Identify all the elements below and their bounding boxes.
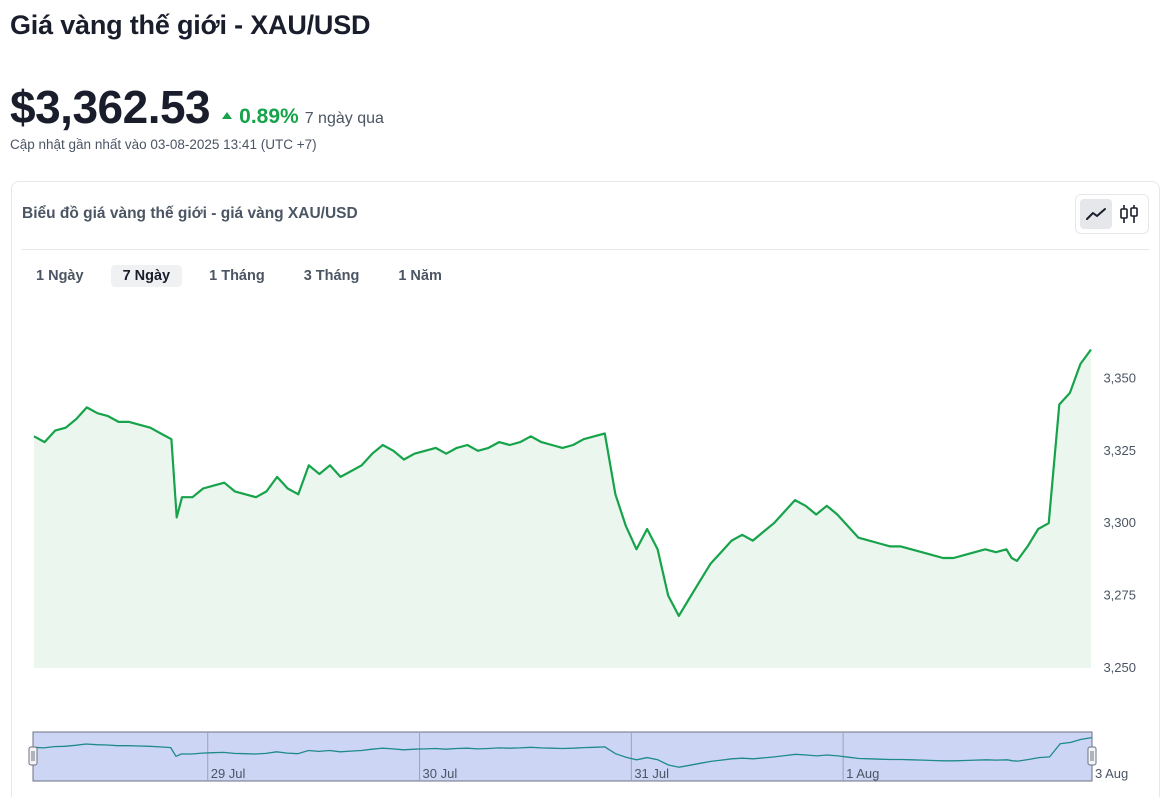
range-1-year[interactable]: 1 Năm <box>398 268 442 284</box>
candlestick-view-button[interactable] <box>1113 199 1145 229</box>
price-change: 0.89% <box>222 105 299 129</box>
y-tick-label: 3,275 <box>1103 588 1136 603</box>
price-summary: $3,362.53 0.89% 7 ngày qua <box>10 80 384 134</box>
caret-up-icon <box>222 112 233 119</box>
navigator-date-label: 29 Jul <box>211 766 246 781</box>
y-tick-label: 3,300 <box>1103 515 1136 530</box>
chart-view-toggle <box>1075 194 1149 234</box>
price-area <box>34 349 1091 668</box>
navigator-left-handle[interactable] <box>28 746 38 766</box>
navigator-date-label: 30 Jul <box>423 766 458 781</box>
time-range-tabs: 1 Ngày 7 Ngày 1 Tháng 3 Tháng 1 Năm <box>24 265 469 287</box>
navigator-date-label: 1 Aug <box>846 766 879 781</box>
last-updated: Cập nhật gần nhất vào 03-08-2025 13:41 (… <box>10 137 317 152</box>
navigator-date-label: 31 Jul <box>634 766 669 781</box>
navigator-right-handle[interactable] <box>1087 746 1097 766</box>
candlestick-icon <box>1120 205 1138 223</box>
change-period: 7 ngày qua <box>304 110 384 127</box>
line-view-button[interactable] <box>1080 199 1112 229</box>
range-7-days[interactable]: 7 Ngày <box>110 265 183 287</box>
price-change-percent: 0.89% <box>239 105 299 128</box>
range-3-months[interactable]: 3 Tháng <box>303 268 360 284</box>
page-title: Giá vàng thế giới - XAU/USD <box>10 10 371 40</box>
line-chart-icon <box>1086 208 1106 220</box>
navigator-line <box>32 736 1093 768</box>
y-tick-label: 3,250 <box>1103 660 1136 675</box>
current-price: $3,362.53 <box>10 81 211 133</box>
y-tick-label: 3,350 <box>1103 370 1136 385</box>
y-tick-label: 3,325 <box>1103 443 1136 458</box>
price-line <box>33 348 1092 617</box>
navigator-date-label: 3 Aug <box>1095 766 1128 781</box>
card-divider <box>22 249 1149 250</box>
chart-card-title: Biểu đồ giá vàng thế giới - giá vàng XAU… <box>22 205 358 222</box>
navigator-window <box>32 731 1093 782</box>
range-1-day[interactable]: 1 Ngày <box>36 268 84 284</box>
range-1-month[interactable]: 1 Tháng <box>209 268 265 284</box>
